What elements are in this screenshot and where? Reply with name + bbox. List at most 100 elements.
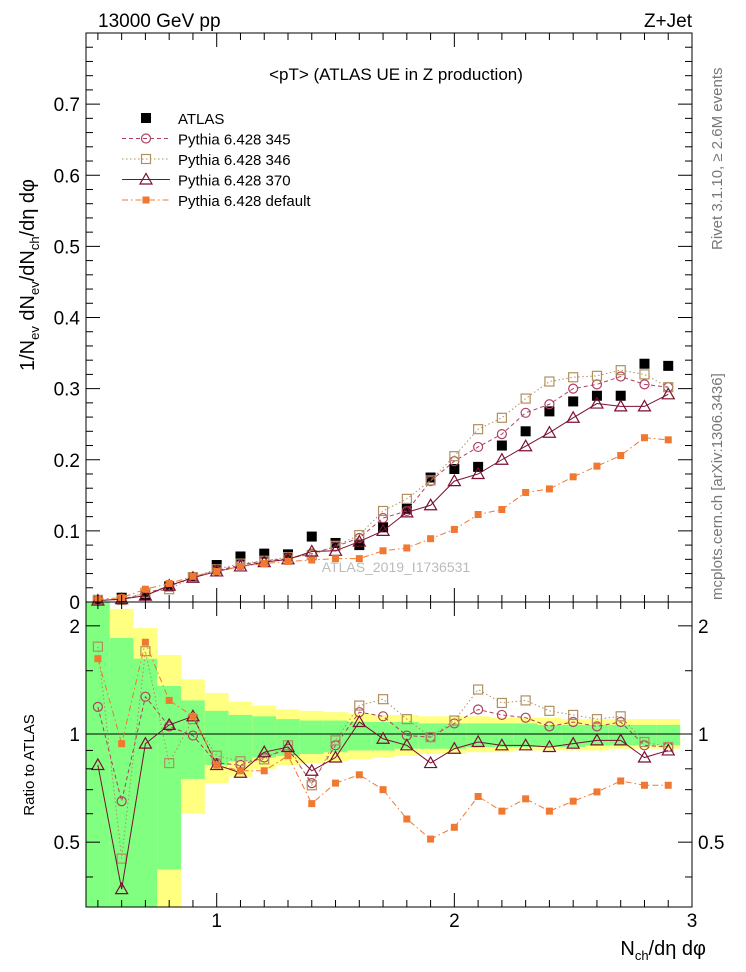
mc-point bbox=[377, 512, 389, 524]
stat-band-bin bbox=[86, 602, 110, 907]
mc-point bbox=[568, 383, 579, 394]
mc-point bbox=[639, 379, 650, 390]
mc-point bbox=[613, 733, 628, 746]
mc-point bbox=[450, 525, 458, 533]
mc-point bbox=[140, 691, 151, 702]
data-point bbox=[591, 390, 602, 401]
mc-point bbox=[496, 709, 507, 721]
mc-point bbox=[617, 451, 625, 459]
legend-entry: Pythia 6.428 default bbox=[122, 193, 311, 210]
data-point bbox=[449, 463, 460, 474]
mc-point bbox=[639, 736, 650, 748]
mc-point bbox=[566, 736, 581, 749]
mc-point bbox=[376, 523, 391, 536]
mc-point bbox=[471, 466, 486, 480]
ratio-y-tick-label: 2 bbox=[69, 617, 80, 638]
mc-point bbox=[589, 396, 604, 409]
legend-entry: Pythia 6.428 345 bbox=[122, 132, 291, 149]
ratio-uncertainty-bands bbox=[86, 602, 692, 907]
series-pythia-6-428-default bbox=[94, 638, 672, 843]
mc-point bbox=[306, 780, 317, 791]
ratio-y-tick-label-right: 2 bbox=[698, 617, 709, 638]
mc-point bbox=[615, 371, 626, 382]
mc-point bbox=[304, 763, 319, 776]
mc-point bbox=[615, 711, 626, 722]
mc-point bbox=[498, 807, 506, 815]
mc-point bbox=[142, 196, 150, 204]
mcplots-info: mcplots.cern.ch [arXiv:1306.3436] bbox=[709, 373, 726, 600]
mc-point bbox=[568, 372, 579, 383]
mc-point bbox=[332, 779, 340, 787]
mc-point bbox=[518, 738, 533, 751]
mc-point bbox=[615, 365, 626, 376]
mc-point bbox=[377, 505, 389, 517]
mc-point bbox=[165, 696, 173, 704]
y-tick-label: 0.5 bbox=[54, 237, 80, 258]
mc-point bbox=[544, 705, 555, 716]
stat-band-bin bbox=[109, 637, 134, 907]
mc-point bbox=[90, 757, 105, 771]
mc-point bbox=[399, 505, 414, 518]
mc-point bbox=[379, 547, 387, 555]
main-y-axis-label: 1/Nev dNev/dNch/dη dφ bbox=[17, 179, 42, 371]
mc-point bbox=[569, 473, 577, 481]
data-point bbox=[330, 537, 341, 548]
stat-band-bin bbox=[442, 723, 467, 749]
mc-point bbox=[92, 701, 103, 712]
series-line bbox=[97, 695, 669, 802]
ratio-plot-frame bbox=[85, 601, 693, 908]
mc-point bbox=[496, 412, 507, 423]
mc-point bbox=[403, 544, 411, 552]
mc-point bbox=[494, 738, 509, 751]
mc-point bbox=[92, 641, 103, 652]
stat-band-bin bbox=[561, 724, 586, 748]
mc-point bbox=[613, 399, 628, 412]
ratio-y-tick-label: 1 bbox=[69, 725, 80, 746]
mc-point bbox=[377, 694, 389, 705]
mc-point bbox=[377, 711, 389, 722]
mc-point bbox=[661, 743, 676, 756]
mc-point bbox=[589, 733, 604, 746]
x-axis-label: Nch/dη dφ bbox=[620, 938, 706, 963]
stat-band-bin bbox=[537, 724, 562, 748]
y-tick-label: 0.6 bbox=[54, 166, 80, 187]
mc-point bbox=[162, 717, 177, 731]
mc-point bbox=[663, 741, 674, 753]
mc-point bbox=[447, 473, 462, 487]
mc-point bbox=[308, 556, 316, 564]
mc-point bbox=[332, 555, 340, 563]
data-point bbox=[401, 503, 412, 514]
mc-point bbox=[518, 439, 533, 452]
mc-point bbox=[520, 407, 531, 418]
mc-point bbox=[542, 739, 557, 753]
stat-band-bin bbox=[656, 724, 681, 746]
legend-entry: Pythia 6.428 346 bbox=[122, 152, 291, 169]
mc-point bbox=[140, 153, 152, 165]
data-point bbox=[259, 548, 270, 559]
mc-point bbox=[449, 715, 460, 726]
mc-point bbox=[544, 376, 555, 387]
data-point bbox=[140, 589, 151, 600]
data-point bbox=[544, 406, 555, 417]
mc-point bbox=[471, 734, 486, 748]
mc-point bbox=[663, 382, 674, 393]
energy-label: 13000 GeV pp bbox=[98, 11, 221, 32]
stat-band-bin bbox=[347, 721, 372, 751]
mc-point bbox=[591, 370, 603, 381]
legend-label: Pythia 6.428 346 bbox=[178, 152, 291, 169]
stat-band-bin bbox=[299, 720, 324, 754]
mc-point bbox=[401, 493, 412, 504]
mc-point bbox=[140, 133, 152, 144]
stat-band-bin bbox=[371, 721, 395, 751]
analysis-watermark: ATLAS_2019_I1736531 bbox=[322, 559, 471, 575]
stat-band-bin bbox=[133, 658, 158, 907]
mc-point bbox=[425, 732, 436, 743]
mc-point bbox=[449, 451, 460, 462]
mc-point bbox=[664, 436, 672, 444]
stat-band-bin bbox=[513, 723, 538, 748]
legend-entry: Pythia 6.428 370 bbox=[122, 172, 291, 190]
mc-point bbox=[330, 735, 341, 746]
mc-point bbox=[427, 835, 435, 843]
mc-point bbox=[640, 781, 648, 789]
